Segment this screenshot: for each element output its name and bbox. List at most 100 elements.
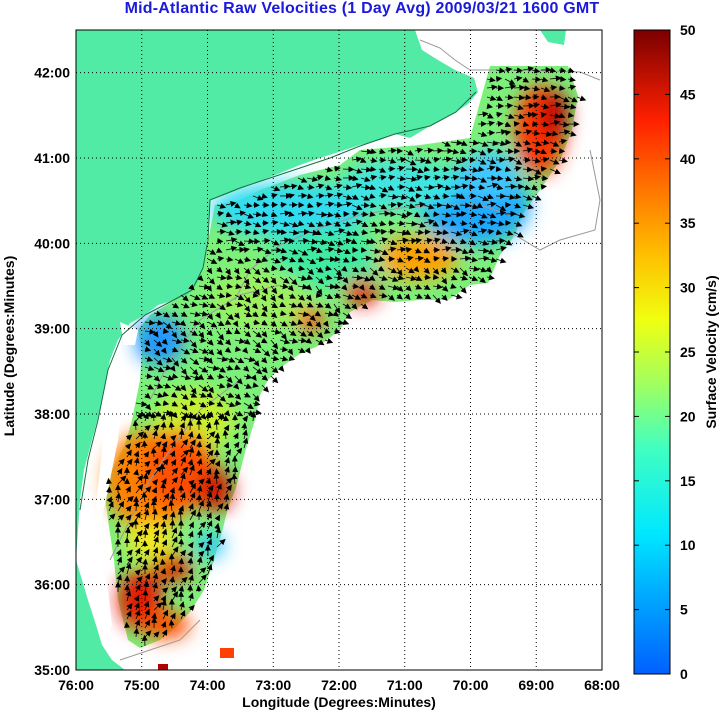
velocity-arrow (369, 267, 379, 276)
velocity-arrow (450, 139, 463, 146)
velocity-arrow (360, 229, 369, 236)
velocity-arrow (495, 175, 504, 182)
velocity-arrow (234, 346, 242, 353)
velocity-arrow (270, 239, 280, 246)
velocity-arrow (297, 337, 308, 344)
velocity-arrow (315, 211, 328, 218)
velocity-arrow (171, 384, 182, 391)
velocity-arrow (187, 557, 194, 566)
velocity-arrow (180, 402, 188, 411)
velocity-arrow (171, 338, 183, 345)
colorbar-tick-label: 15 (680, 473, 696, 489)
velocity-arrow (225, 230, 235, 236)
velocity-arrow (432, 156, 441, 163)
velocity-arrow (189, 491, 196, 503)
velocity-arrow (162, 321, 173, 330)
velocity-arrow (522, 129, 533, 136)
velocity-arrow (134, 441, 141, 449)
velocity-arrow (423, 211, 430, 217)
velocity-arrow (117, 566, 126, 575)
velocity-arrow (315, 256, 326, 263)
velocity-arrow (178, 557, 185, 566)
velocity-arrow (279, 255, 289, 262)
velocity-arrow (189, 311, 201, 318)
velocity-arrow (387, 246, 397, 253)
velocity-arrow (450, 293, 463, 300)
velocity-arrow (207, 312, 213, 321)
velocity-arrow (531, 157, 542, 164)
velocity-arrow (261, 366, 268, 374)
velocity-arrow (486, 248, 495, 255)
velocity-arrow (558, 157, 568, 164)
velocity-arrow (504, 230, 514, 236)
velocity-arrow (486, 182, 499, 189)
velocity-arrow (224, 456, 230, 467)
velocity-arrow (152, 582, 158, 593)
velocity-arrow (558, 121, 570, 128)
bay (94, 560, 112, 640)
velocity-arrow (504, 78, 516, 85)
velocity-arrow (224, 346, 232, 353)
velocity-arrow (243, 330, 252, 338)
velocity-arrow (531, 76, 542, 83)
velocity-arrow (215, 526, 222, 539)
velocity-arrow (324, 310, 335, 317)
velocity-arrow (144, 392, 151, 399)
velocity-arrow (243, 311, 253, 318)
velocity-arrow (150, 447, 157, 458)
velocity-arrow (495, 140, 507, 147)
velocity-arrow (179, 609, 186, 620)
velocity-arrow (260, 357, 268, 364)
velocity-arrow (333, 256, 341, 263)
velocity-arrow (180, 415, 188, 422)
velocity-arrow (486, 113, 494, 119)
velocity-arrow (513, 129, 522, 136)
velocity-arrow (441, 285, 449, 292)
velocity-arrow (252, 357, 260, 367)
velocity-arrow (369, 148, 377, 155)
velocity-arrow (225, 237, 238, 244)
velocity-arrow (477, 276, 487, 283)
velocity-arrow (378, 167, 387, 173)
velocity-arrow (476, 202, 484, 209)
colorbar-tick-label: 35 (680, 215, 696, 231)
velocity-arrow (225, 382, 234, 389)
velocity-arrow (162, 356, 173, 363)
velocity-arrow (333, 292, 342, 299)
velocity-arrow (260, 294, 267, 302)
velocity-arrow (207, 258, 218, 264)
velocity-arrow (396, 246, 407, 253)
velocity-arrow (225, 477, 233, 485)
velocity-arrow (252, 276, 262, 284)
velocity-arrow (288, 330, 297, 337)
velocity-arrow (270, 328, 282, 335)
velocity-arrow (441, 174, 450, 181)
velocity-arrow (250, 411, 257, 422)
velocity-arrow (513, 159, 523, 165)
velocity-arrow (477, 141, 489, 147)
velocity-arrow (161, 505, 168, 512)
velocity-arrow (486, 228, 495, 235)
velocity-arrow (396, 201, 404, 208)
velocity-arrow (396, 156, 407, 163)
velocity-arrow (279, 320, 288, 327)
velocity-arrow (180, 576, 188, 584)
velocity-arrow (504, 156, 516, 163)
velocity-arrow (180, 330, 187, 337)
x-tick-label: 75:00 (124, 677, 160, 693)
plot-title: Mid-Atlantic Raw Velocities (1 Day Avg) … (124, 0, 600, 17)
velocity-arrow (567, 84, 577, 91)
velocity-arrow (125, 590, 132, 602)
velocity-arrow (414, 293, 423, 299)
velocity-arrow (405, 220, 418, 227)
velocity-arrow (223, 493, 230, 503)
velocity-arrow (171, 302, 180, 309)
velocity-arrow (324, 302, 332, 309)
velocity-arrow (270, 375, 279, 384)
velocity-arrow (151, 486, 158, 494)
velocity-arrow (369, 248, 381, 254)
velocity-arrow (513, 121, 520, 127)
velocity-arrow (261, 193, 268, 199)
velocity-arrow (297, 275, 308, 281)
velocity-arrow (477, 131, 488, 138)
